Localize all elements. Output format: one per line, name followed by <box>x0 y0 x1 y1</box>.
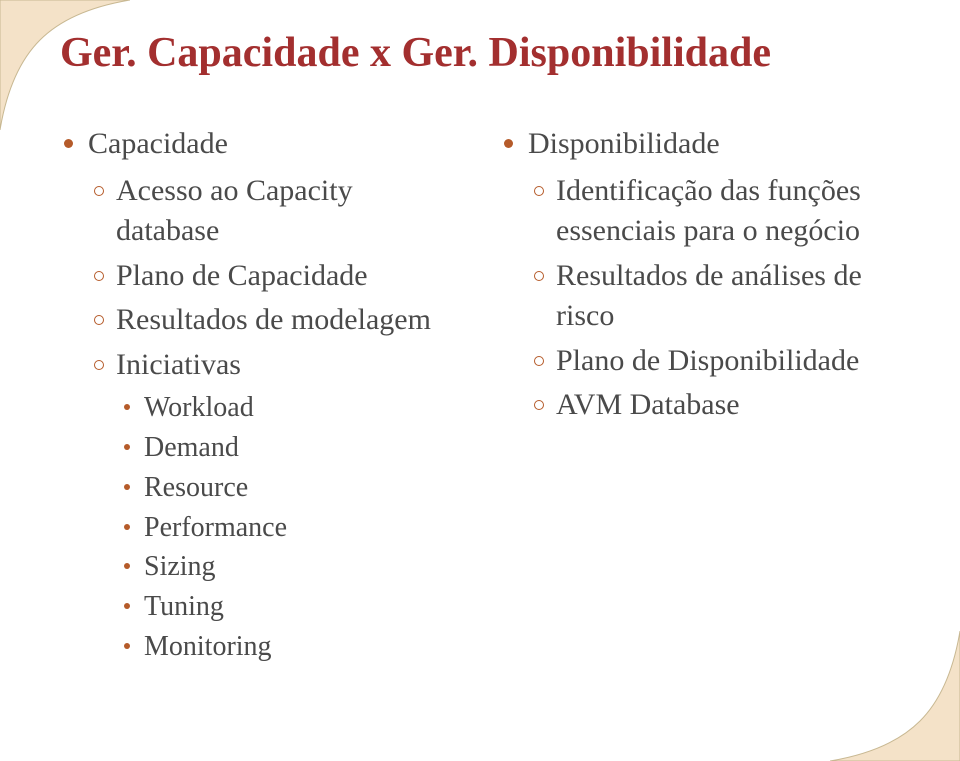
list-item: Resultados de modelagem <box>60 300 460 341</box>
list-item: Resultados de análises de risco <box>500 256 900 337</box>
list-subitem: Sizing <box>60 548 460 586</box>
list-item: Plano de Capacidade <box>60 256 460 297</box>
list-item: Plano de Disponibilidade <box>500 341 900 382</box>
list-subitem: Tuning <box>60 588 460 626</box>
slide-title: Ger. Capacidade x Ger. Disponibilidade <box>60 30 900 76</box>
list-subitem: Workload <box>60 389 460 427</box>
list-heading: Disponibilidade <box>500 124 900 165</box>
corner-decoration-bottom-right <box>830 631 960 761</box>
corner-decoration-top-left <box>0 0 130 130</box>
list-item: Iniciativas <box>60 345 460 386</box>
list-item: AVM Database <box>500 385 900 426</box>
list-subitem: Monitoring <box>60 628 460 666</box>
list-subitem: Demand <box>60 429 460 467</box>
list-subitem: Performance <box>60 509 460 547</box>
list-subitem: Resource <box>60 469 460 507</box>
list-item: Identificação das funções essenciais par… <box>500 171 900 252</box>
right-column: Disponibilidade Identificação das funçõe… <box>500 124 900 668</box>
left-column: Capacidade Acesso ao Capacity database P… <box>60 124 460 668</box>
list-item: Acesso ao Capacity database <box>60 171 460 252</box>
list-heading: Capacidade <box>60 124 460 165</box>
content-columns: Capacidade Acesso ao Capacity database P… <box>60 124 900 668</box>
